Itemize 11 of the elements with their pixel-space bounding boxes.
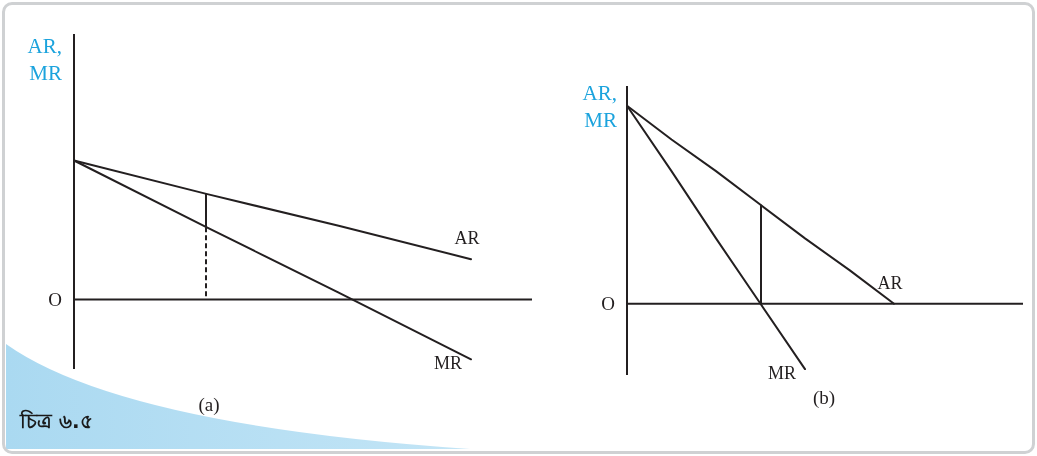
- series-label: MR: [767, 363, 796, 384]
- text: (a): [198, 394, 220, 416]
- annotation: O: [601, 293, 615, 315]
- series-label: AR: [877, 272, 903, 293]
- y-axis-title: AR, MR: [582, 81, 617, 132]
- text: (b): [812, 387, 836, 409]
- y-axis-title: AR, MR: [27, 34, 62, 85]
- series-label: AR: [454, 228, 480, 249]
- series-label: MR: [433, 353, 462, 374]
- text: চিত্র ৬.৫: [19, 409, 93, 433]
- text: O: [48, 289, 62, 310]
